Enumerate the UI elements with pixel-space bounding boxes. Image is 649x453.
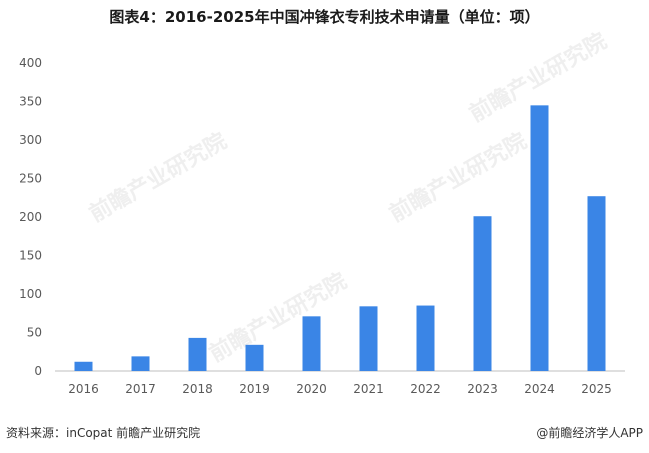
y-tick-label: 0	[34, 364, 42, 378]
x-tick-label: 2023	[467, 382, 498, 396]
bar	[188, 337, 207, 371]
x-tick-label: 2017	[125, 382, 156, 396]
source-note: 资料来源：inCopat 前瞻产业研究院	[6, 426, 201, 440]
y-tick-label: 200	[19, 210, 42, 224]
x-tick-label: 2018	[182, 382, 213, 396]
x-tick-label: 2020	[296, 382, 327, 396]
y-tick-label: 50	[27, 326, 42, 340]
bar	[416, 305, 435, 371]
x-tick-label: 2025	[581, 382, 612, 396]
bar	[245, 344, 264, 371]
x-tick-label: 2019	[239, 382, 270, 396]
brand-note: @前瞻经济学人APP	[536, 426, 643, 440]
x-tick-label: 2024	[524, 382, 555, 396]
y-tick-label: 300	[19, 133, 42, 147]
x-tick-label: 2021	[353, 382, 384, 396]
bar	[530, 105, 549, 371]
y-tick-label: 150	[19, 249, 42, 263]
chart-title: 图表4：2016-2025年中国冲锋衣专利技术申请量（单位：项）	[109, 8, 540, 26]
bar	[131, 356, 150, 371]
x-tick-label: 2016	[68, 382, 99, 396]
y-tick-label: 100	[19, 287, 42, 301]
bar	[473, 216, 492, 371]
bar	[359, 306, 378, 371]
bar	[302, 316, 321, 371]
bar	[74, 361, 93, 371]
x-tick-label: 2022	[410, 382, 441, 396]
y-tick-label: 250	[19, 172, 42, 186]
y-tick-label: 350	[19, 95, 42, 109]
bar	[587, 196, 606, 371]
y-tick-label: 400	[19, 56, 42, 70]
